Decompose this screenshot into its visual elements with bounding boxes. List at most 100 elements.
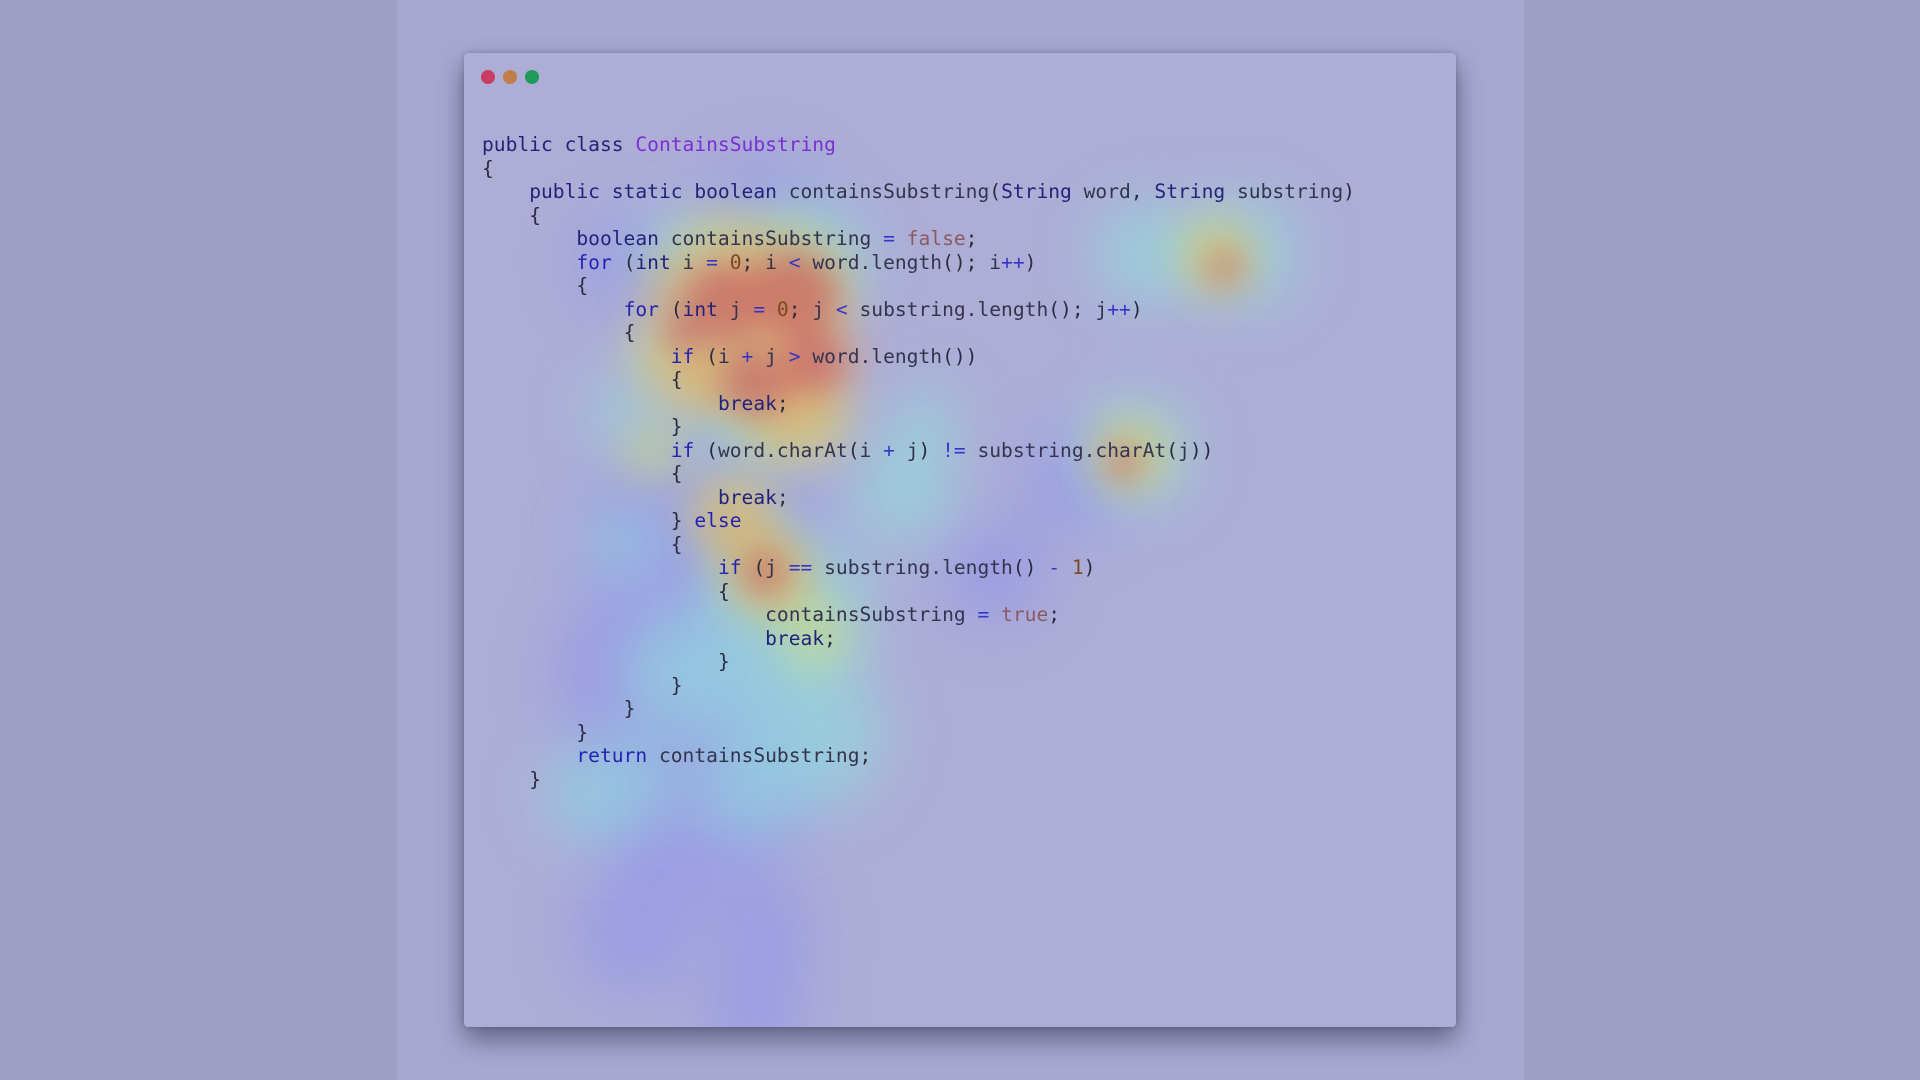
code-token: [482, 227, 576, 250]
code-token: i: [717, 344, 730, 368]
code-token: <: [776, 250, 813, 274]
code-token: break: [765, 626, 825, 650]
code-token: [482, 533, 671, 556]
code-token: [482, 674, 671, 697]
code-token: ,: [1130, 180, 1155, 203]
code-token: word.length: [812, 344, 943, 368]
code-token: [482, 298, 624, 321]
code-line: return containsSubstring;: [482, 744, 1355, 768]
minimize-window-button[interactable]: [503, 70, 517, 84]
code-token: [482, 180, 529, 203]
code-line: }: [482, 650, 1355, 674]
code-token: +: [871, 438, 907, 462]
code-token: 0: [776, 297, 789, 321]
code-token: (: [989, 180, 1002, 203]
code-token: else: [694, 509, 742, 532]
code-token: [482, 486, 718, 509]
code-token: [482, 415, 671, 438]
code-token: if: [670, 438, 707, 462]
code-token: {: [576, 274, 589, 297]
code-token: ): [1024, 250, 1037, 274]
code-token: j: [906, 438, 919, 462]
code-token: (): [1012, 556, 1037, 579]
code-line: boolean containsSubstring = false;: [482, 227, 1355, 251]
code-token: ): [1343, 180, 1355, 203]
window-controls: [481, 70, 539, 87]
code-line: if (word.charAt(i + j) != substring.char…: [482, 439, 1355, 463]
code-line: }: [482, 415, 1355, 439]
code-line: {: [482, 580, 1355, 604]
code-line: {: [482, 157, 1355, 181]
code-token: ): [1083, 556, 1096, 579]
code-token: (: [670, 297, 683, 321]
code-token: i: [765, 250, 777, 274]
code-token: boolean: [576, 227, 671, 250]
code-token: 0: [729, 250, 742, 274]
code-token: containsSubstring: [670, 227, 872, 250]
code-token: [482, 392, 718, 415]
code-line: for (int i = 0; i < word.length(); i++): [482, 251, 1355, 275]
code-token: public class: [482, 133, 636, 156]
code-token: ;: [859, 744, 872, 767]
code-token: =: [741, 297, 777, 321]
code-token: word.charAt: [717, 438, 848, 462]
code-token: =: [871, 227, 907, 250]
code-token: {: [717, 579, 730, 603]
code-token: ContainsSubstring: [635, 133, 836, 156]
close-window-button[interactable]: [481, 70, 495, 84]
code-token: [482, 721, 576, 744]
code-line: {: [482, 368, 1355, 392]
code-token: {: [670, 532, 683, 556]
maximize-window-button[interactable]: [525, 70, 539, 84]
code-token: ): [918, 438, 931, 462]
code-token: (: [706, 344, 718, 368]
code-token: int: [682, 297, 730, 321]
code-token: substring.length: [824, 556, 1013, 579]
code-token: {: [529, 203, 541, 227]
code-token: ;: [1048, 603, 1061, 626]
code-line: public static boolean containsSubstring(…: [482, 180, 1355, 204]
code-token: }: [717, 650, 730, 673]
code-token: (: [847, 438, 860, 462]
code-line: }: [482, 768, 1355, 792]
code-token: [482, 556, 718, 579]
code-token: {: [482, 156, 494, 180]
code-token: substring.length: [859, 297, 1049, 321]
code-token: [482, 321, 624, 344]
code-token: !=: [930, 438, 978, 462]
code-token: j: [1095, 297, 1108, 321]
code-token: [482, 627, 765, 650]
code-token: word: [1083, 180, 1131, 203]
code-line: containsSubstring = true;: [482, 603, 1355, 627]
code-editor-window: public class ContainsSubstring { public s…: [464, 53, 1456, 1027]
code-token: ;: [776, 391, 789, 415]
code-token: {: [670, 462, 683, 485]
code-line: {: [482, 204, 1355, 228]
code-token: i: [859, 438, 872, 462]
code-token: containsSubstring: [658, 744, 860, 767]
heat-blob: [714, 883, 814, 983]
code-token: {: [623, 321, 636, 344]
code-token: j: [765, 556, 777, 579]
code-token: [482, 204, 529, 227]
code-token: [482, 274, 576, 297]
code-token: break: [717, 485, 777, 509]
code-token: [482, 439, 671, 462]
code-token: ++: [1107, 297, 1131, 321]
code-token: public static boolean: [529, 180, 789, 203]
code-token: if: [670, 344, 707, 368]
code-token: int: [635, 250, 683, 274]
code-token: ;: [741, 250, 766, 274]
code-token: String: [1154, 180, 1237, 203]
code-token: [482, 744, 576, 767]
code-token: [482, 650, 718, 673]
code-line: {: [482, 274, 1355, 298]
code-line: if (j == substring.length() - 1): [482, 556, 1355, 580]
code-token: >: [776, 344, 813, 368]
code-token: substring: [1237, 180, 1344, 203]
heat-blob: [704, 963, 804, 1027]
code-token: }: [670, 509, 695, 532]
code-token: break: [717, 391, 777, 415]
code-token: [482, 768, 529, 791]
code-token: j: [812, 297, 825, 321]
